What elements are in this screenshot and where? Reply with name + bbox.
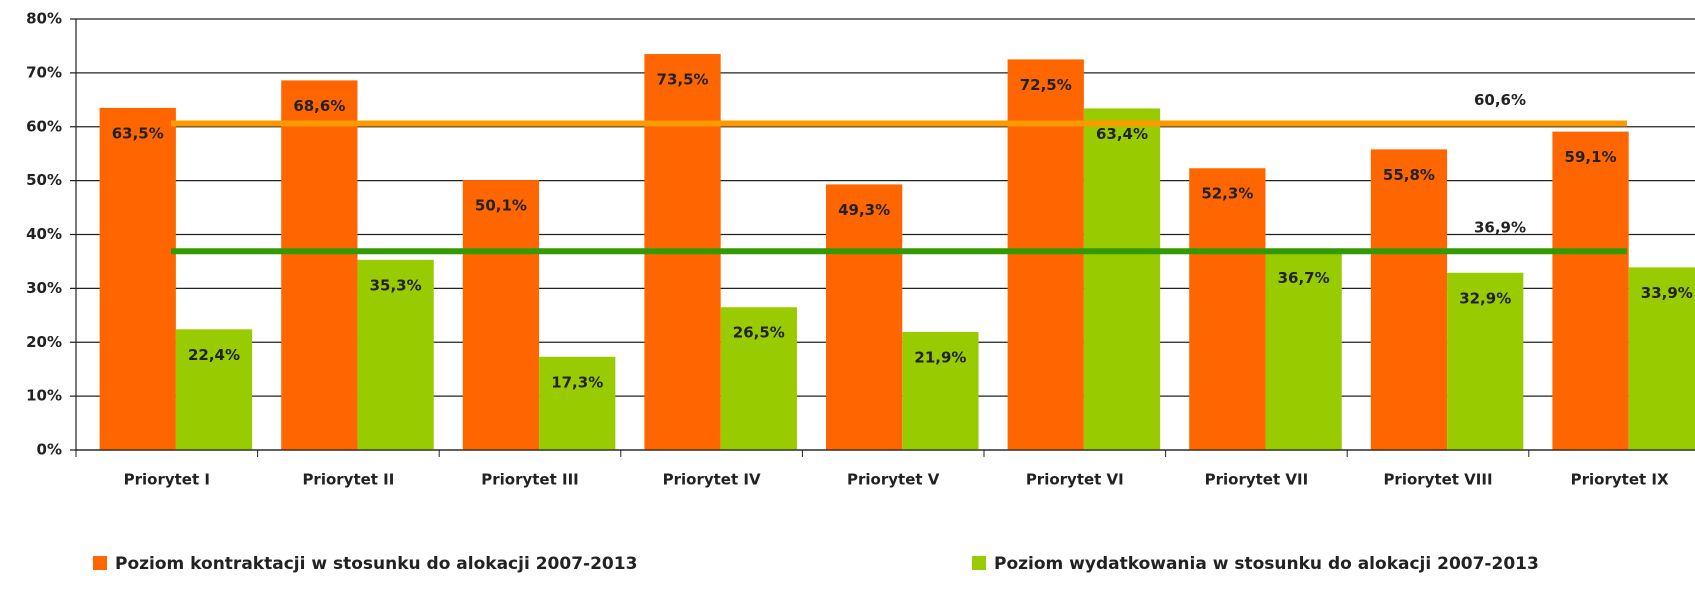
legend-swatch [972,556,986,570]
bar [175,329,253,450]
x-tick-label: Priorytet VIII [1383,471,1492,489]
x-tick-label: Priorytet III [481,471,579,489]
x-tick-label: Priorytet VII [1205,471,1309,489]
legend-label: Poziom kontraktacji w stosunku do alokac… [115,554,637,574]
x-tick-label: Priorytet II [302,471,394,489]
y-tick-label: 0% [37,441,62,459]
legend-label: Poziom wydatkowania w stosunku do alokac… [994,554,1539,574]
bar [720,307,797,450]
y-tick-label: 70% [26,63,62,81]
y-tick-label: 20% [26,333,62,351]
value-label: 22,4% [188,346,240,364]
x-tick-label: Priorytet V [847,471,940,489]
legend-swatch [93,556,107,570]
value-label: 52,3% [1201,185,1253,203]
value-label: 49,3% [838,201,890,219]
bar [462,180,540,450]
reference-label: 36,9% [1474,219,1526,237]
value-label: 63,5% [112,124,164,142]
x-tick-label: Priorytet VI [1026,471,1124,489]
bar [826,184,903,451]
x-tick-label: Priorytet I [124,471,210,489]
bar [902,332,979,450]
value-label: 36,7% [1278,269,1330,287]
value-label: 32,9% [1459,289,1511,307]
value-label: 68,6% [293,97,345,115]
bar [1007,59,1084,450]
bar [1628,267,1695,450]
bar [1447,272,1524,450]
bar [357,259,434,450]
reference-label: 60,6% [1474,91,1526,109]
value-label: 26,5% [733,324,785,342]
value-label: 50,1% [475,197,527,215]
value-label: 55,8% [1383,166,1435,184]
bar [1265,252,1342,450]
bar [1083,108,1161,451]
y-tick-label: 80% [26,10,62,28]
y-tick-label: 10% [26,387,62,405]
bar [1552,131,1629,450]
value-label: 17,3% [551,373,603,391]
bar [539,356,616,450]
value-label: 21,9% [914,349,966,367]
value-label: 72,5% [1020,76,1072,94]
bar [99,107,176,451]
y-tick-label: 30% [26,279,62,297]
y-tick-label: 60% [26,117,62,135]
value-label: 35,3% [370,276,422,294]
x-tick-label: Priorytet IV [663,471,761,489]
bar [1370,149,1448,450]
x-tick-label: Priorytet IX [1571,471,1669,489]
y-tick-label: 50% [26,171,62,189]
value-label: 63,4% [1096,125,1148,143]
bar [1189,168,1266,450]
value-label: 59,1% [1565,148,1617,166]
bar [281,80,358,450]
value-label: 73,5% [657,71,709,89]
y-tick-label: 40% [26,225,62,243]
value-label: 33,9% [1641,284,1693,302]
